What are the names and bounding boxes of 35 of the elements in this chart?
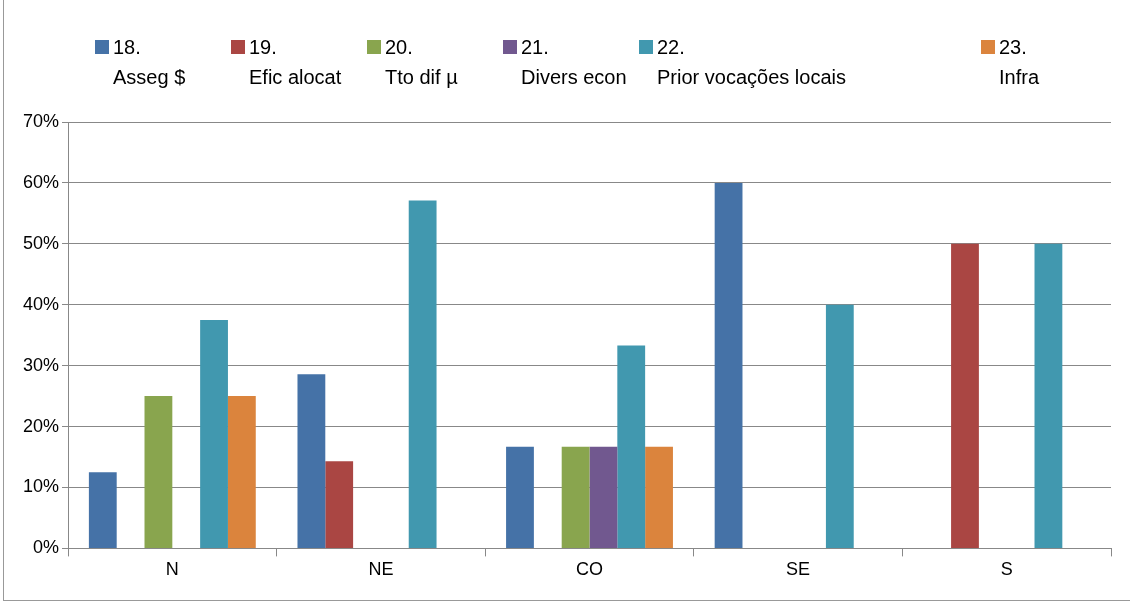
x-tick-label: N (165, 559, 179, 580)
y-tick-label: 40% (23, 293, 60, 314)
x-tick-label: S (1000, 559, 1013, 580)
bar (1034, 243, 1063, 548)
bar (144, 396, 173, 548)
x-tick-label: CO (576, 559, 604, 580)
legend-label: 19. Efic alocat (249, 35, 342, 90)
y-tick-label: 70% (23, 110, 60, 131)
bar (645, 446, 673, 548)
x-tick-label: SE (786, 559, 811, 580)
bar (227, 396, 256, 548)
y-tick-label: 10% (23, 476, 60, 497)
bar (589, 446, 618, 548)
legend-label: 21. Divers econ (521, 35, 627, 90)
y-tick-label: 60% (23, 171, 60, 192)
bar (825, 304, 854, 548)
y-tick-label: 0% (33, 537, 60, 558)
x-tick-label: NE (368, 559, 394, 580)
y-tick-label: 30% (23, 354, 60, 375)
bar (561, 446, 590, 548)
y-tick-label: 50% (23, 232, 60, 253)
legend-label: 18. Asseg $ (113, 35, 186, 90)
bar (88, 472, 117, 548)
bar (714, 182, 743, 548)
y-tick-label: 20% (23, 415, 60, 436)
bar (297, 374, 326, 548)
bar (617, 345, 646, 548)
legend-label: 20. Tto dif µ (385, 35, 458, 90)
bar (200, 319, 228, 548)
bar (408, 200, 437, 548)
bar (951, 243, 979, 548)
bar (506, 446, 534, 548)
legend-label: 22. Prior vocações locais (657, 35, 846, 90)
bar (325, 461, 354, 548)
legend-label: 23. Infra (999, 35, 1040, 90)
